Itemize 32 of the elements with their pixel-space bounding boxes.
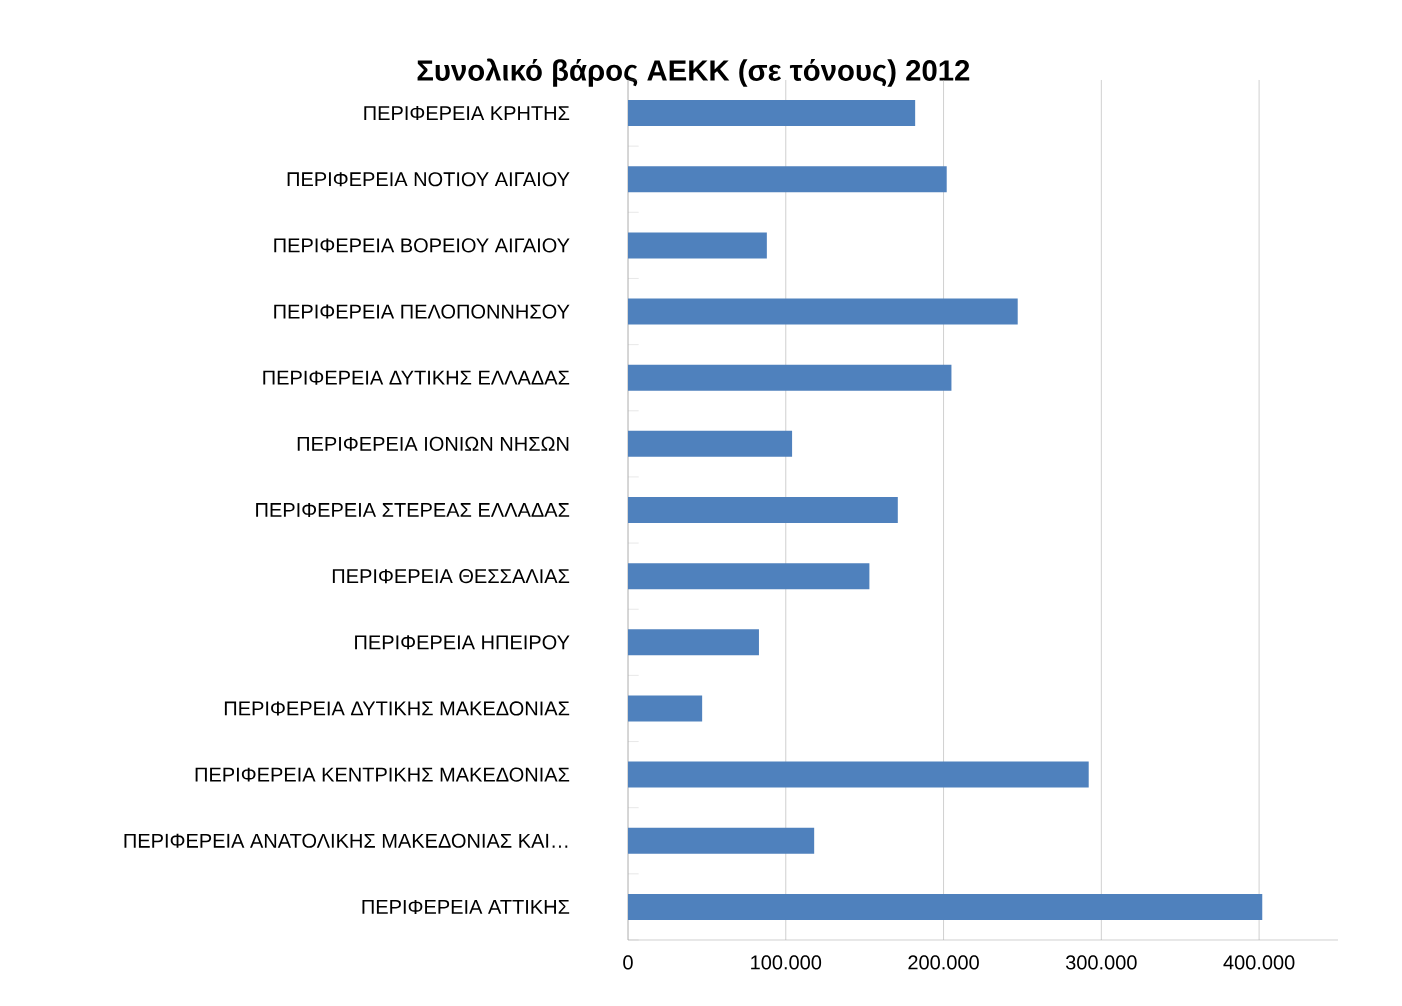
y-tick-label: ΠΕΡΙΦΕΡΕΙΑ ΙΟΝΙΩΝ ΝΗΣΩΝ bbox=[297, 436, 569, 451]
y-tick-label: ΠΕΡΙΦΕΡΕΙΑ ΝΟΤΙΟΥ ΑΙΓΑΙΟΥ bbox=[287, 172, 570, 187]
y-tick-label: ΠΕΡΙΦΕΡΕΙΑ ΔΥΤΙΚΗΣ ΕΛΛΑΔΑΣ bbox=[263, 370, 570, 385]
x-tick-label: 100.000 bbox=[751, 955, 822, 970]
x-tick-label: 0 bbox=[623, 955, 633, 970]
bar bbox=[628, 364, 952, 391]
bar bbox=[628, 166, 947, 193]
y-tick-label: ΠΕΡΙΦΕΡΕΙΑ ΒΟΡΕΙΟΥ ΑΙΓΑΙΟΥ bbox=[274, 238, 570, 253]
bar bbox=[628, 893, 1263, 920]
bar bbox=[628, 629, 759, 656]
y-tick-label: ΠΕΡΙΦΕΡΕΙΑ ΑΤΤΙΚΗΣ bbox=[362, 899, 570, 914]
bar bbox=[628, 497, 898, 523]
bar bbox=[628, 232, 767, 259]
y-tick-label: ΠΕΡΙΦΕΡΕΙΑ ΠΕΛΟΠΟΝΝΗΣΟΥ bbox=[274, 304, 570, 319]
x-tick-label: 400.000 bbox=[1223, 955, 1295, 970]
x-tick-label: 200.000 bbox=[908, 955, 979, 970]
x-tick-label: 300.000 bbox=[1065, 955, 1137, 970]
bar bbox=[628, 827, 815, 854]
bar bbox=[628, 761, 1089, 788]
y-tick-label: ΠΕΡΙΦΕΡΕΙΑ ΔΥΤΙΚΗΣ ΜΑΚΕΔΟΝΙΑΣ bbox=[224, 701, 570, 716]
bar bbox=[628, 563, 870, 590]
y-tick-label: ΠΕΡΙΦΕΡΕΙΑ ΗΠΕΙΡΟΥ bbox=[355, 635, 570, 650]
bar bbox=[628, 298, 1018, 325]
bar bbox=[628, 100, 916, 127]
chart-title: Συνολικό βάρος ΑΕΚΚ (σε τόνους) 2012 bbox=[417, 58, 970, 87]
bar bbox=[628, 695, 703, 722]
y-tick-label: ΠΕΡΙΦΕΡΕΙΑ ΑΝΑΤΟΛΙΚΗΣ ΜΑΚΕΔΟΝΙΑΣ ΚΑΙ… bbox=[124, 833, 568, 848]
y-tick-label: ΠΕΡΙΦΕΡΕΙΑ ΚΕΝΤΡΙΚΗΣ ΜΑΚΕΔΟΝΙΑΣ bbox=[195, 767, 570, 782]
y-tick-label: ΠΕΡΙΦΕΡΕΙΑ ΣΤΕΡΕΑΣ ΕΛΛΑΔΑΣ bbox=[256, 503, 570, 517]
y-tick-label: ΠΕΡΙΦΕΡΕΙΑ ΘΕΣΣΑΛΙΑΣ bbox=[332, 569, 570, 584]
y-tick-label: ΠΕΡΙΦΕΡΕΙΑ ΚΡΗΤΗΣ bbox=[364, 106, 570, 121]
bar bbox=[628, 430, 793, 457]
